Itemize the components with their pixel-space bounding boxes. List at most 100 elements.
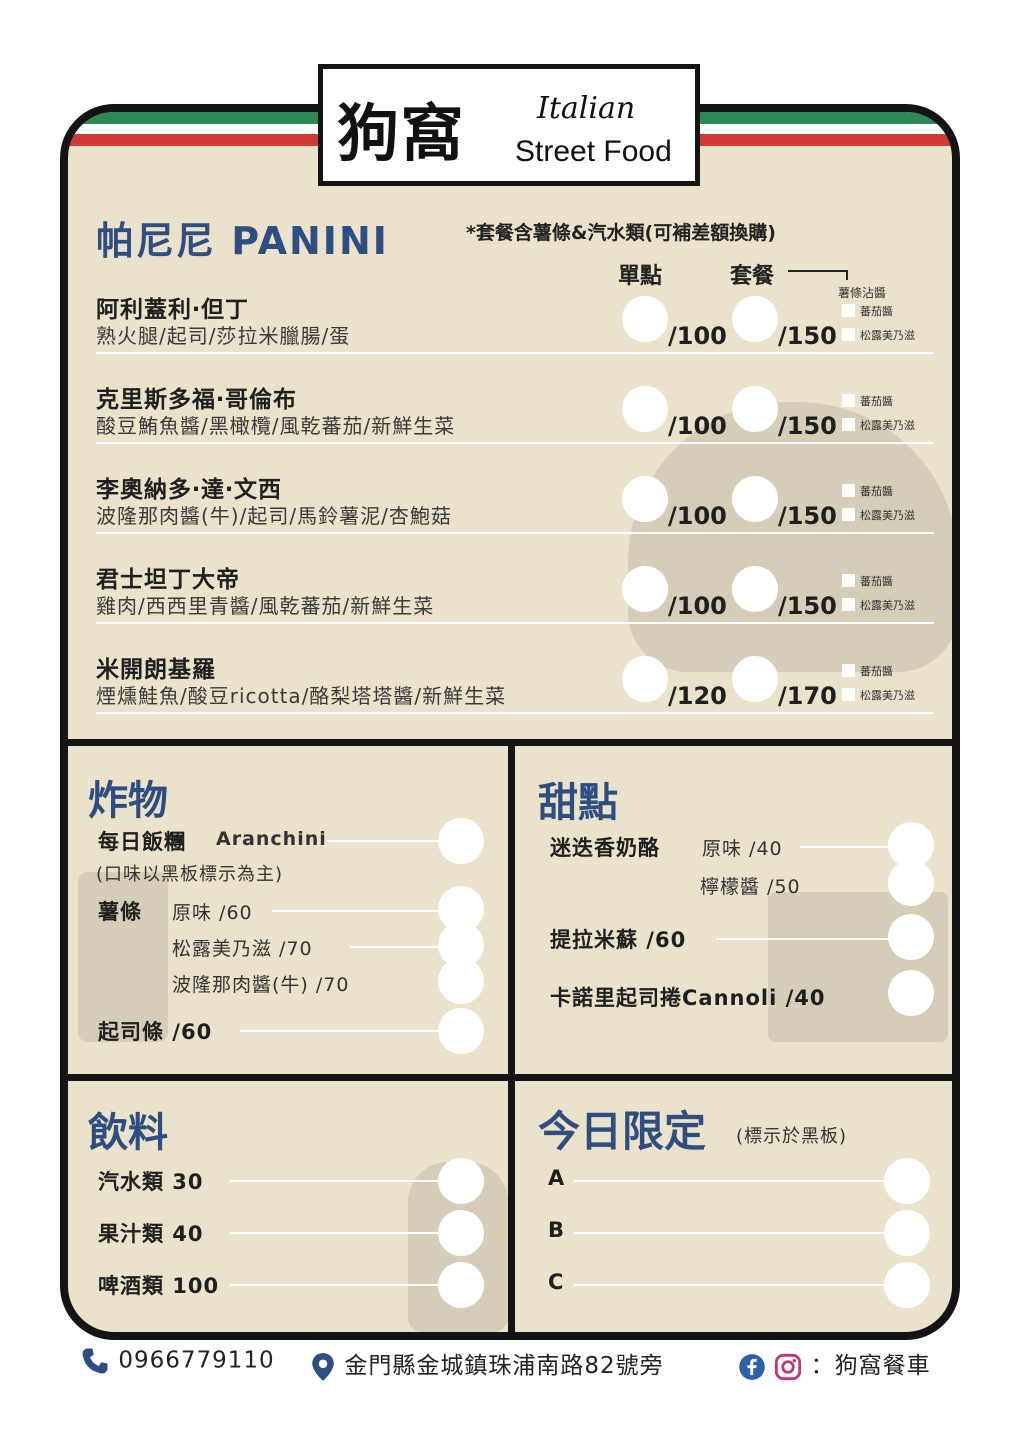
panini-single-checkbox[interactable] xyxy=(622,566,668,612)
drink-checkbox[interactable] xyxy=(438,1262,484,1308)
special-checkbox[interactable] xyxy=(884,1262,930,1308)
sauce-checkbox[interactable] xyxy=(842,574,855,587)
logo: 狗窩 Italian Street Food xyxy=(318,64,700,186)
drinks-title: 飲料 xyxy=(88,1110,168,1156)
cheese-stick-checkbox[interactable] xyxy=(438,1008,484,1054)
drink-row-rule xyxy=(230,1232,452,1234)
panini-set-checkbox[interactable] xyxy=(732,386,778,432)
special-checkbox[interactable] xyxy=(884,1158,930,1204)
panini-row-rule xyxy=(96,532,934,534)
special-item: A xyxy=(548,1166,566,1190)
sauce-checkbox[interactable] xyxy=(842,304,855,317)
sauce-header: 薯條沾醬 xyxy=(838,286,887,300)
dessert-title: 甜點 xyxy=(538,780,618,826)
sauce-option-label: 蕃茄醬 xyxy=(860,305,893,318)
fries-plain-rule xyxy=(272,910,452,912)
arancini-note: (口味以黑板標示為主) xyxy=(96,864,284,885)
panini-item-name: 君士坦丁大帝 xyxy=(96,567,240,593)
special-note: (標示於黑板) xyxy=(736,1126,848,1147)
sauce-checkbox[interactable] xyxy=(842,508,855,521)
panini-item-name: 克里斯多福‧哥倫布 xyxy=(96,387,298,413)
panini-set-checkbox[interactable] xyxy=(732,656,778,702)
column-single: 單點 xyxy=(618,264,663,289)
panini-single-price: /100 xyxy=(668,322,727,350)
panna-cotta-name: 迷迭香奶酪 xyxy=(550,836,660,860)
sauce-checkbox[interactable] xyxy=(842,418,855,431)
special-row-rule xyxy=(574,1284,896,1286)
sauce-checkbox[interactable] xyxy=(842,598,855,611)
panini-item-name: 米開朗基羅 xyxy=(96,657,216,683)
panini-set-price: /150 xyxy=(778,412,837,440)
phone-icon xyxy=(82,1348,108,1374)
panini-item-name: 阿利蓋利‧但丁 xyxy=(96,297,250,323)
sauce-checkbox[interactable] xyxy=(842,484,855,497)
panini-title: 帕尼尼 PANINI xyxy=(96,219,389,263)
drink-item: 汽水類 30 xyxy=(98,1170,204,1194)
drink-item: 啤酒類 100 xyxy=(98,1274,220,1298)
panini-item-desc: 熟火腿/起司/莎拉米臘腸/蛋 xyxy=(96,324,351,348)
drink-checkbox[interactable] xyxy=(438,1210,484,1256)
panini-set-checkbox[interactable] xyxy=(732,476,778,522)
sauce-checkbox[interactable] xyxy=(842,688,855,701)
panini-single-price: /100 xyxy=(668,502,727,530)
panini-set-checkbox[interactable] xyxy=(732,566,778,612)
tiramisu: 提拉米蘇 /60 xyxy=(550,928,687,952)
logo-street-food: Street Food xyxy=(515,135,672,168)
social-handle: ：狗窩餐車 xyxy=(810,1353,931,1379)
sauce-checkbox[interactable] xyxy=(842,394,855,407)
special-item: C xyxy=(548,1270,565,1294)
sauce-option-label: 松露美乃滋 xyxy=(860,599,915,612)
phone-number: 0966779110 xyxy=(118,1347,275,1374)
fries-option-truffle: 松露美乃滋 /70 xyxy=(172,938,313,960)
panini-single-checkbox[interactable] xyxy=(622,386,668,432)
panini-single-price: /100 xyxy=(668,592,727,620)
special-checkbox[interactable] xyxy=(884,1210,930,1256)
fries-bolognese-checkbox[interactable] xyxy=(438,958,484,1004)
panini-item-desc: 煙燻鮭魚/酸豆ricotta/酪梨塔塔醬/新鮮生菜 xyxy=(96,684,507,708)
sauce-option-label: 蕃茄醬 xyxy=(860,665,893,678)
facebook-icon xyxy=(739,1353,765,1380)
sauce-option-label: 松露美乃滋 xyxy=(860,689,915,702)
panini-item-desc: 波隆那肉醬(牛)/起司/馬鈴薯泥/杏鮑菇 xyxy=(96,504,452,528)
logo-chinese: 狗窩 xyxy=(337,97,466,170)
panna-cotta-lemon-checkbox[interactable] xyxy=(888,860,934,906)
fried-title: 炸物 xyxy=(88,778,168,824)
special-row-rule xyxy=(574,1180,896,1182)
fries-option-bolognese: 波隆那肉醬(牛) /70 xyxy=(172,974,350,996)
address-text: 金門縣金城鎮珠浦南路82號旁 xyxy=(344,1353,664,1379)
sauce-checkbox[interactable] xyxy=(842,328,855,341)
sauce-option-label: 蕃茄醬 xyxy=(860,395,893,408)
panini-set-checkbox[interactable] xyxy=(732,296,778,342)
fries-truffle-rule xyxy=(350,946,450,948)
panini-single-checkbox[interactable] xyxy=(622,656,668,702)
panna-cotta-plain-rule xyxy=(800,846,900,848)
location-pin-icon xyxy=(312,1352,334,1381)
sauce-option-label: 蕃茄醬 xyxy=(860,575,893,588)
menu-board xyxy=(60,104,960,1340)
cheese-stick-rule xyxy=(240,1030,450,1032)
arancini-en: Aranchini xyxy=(216,828,327,850)
panini-single-checkbox[interactable] xyxy=(622,476,668,522)
drink-row-rule xyxy=(230,1180,452,1182)
divider-vertical xyxy=(508,739,515,1332)
divider-bottom xyxy=(68,1074,952,1081)
panini-item-name: 李奧納多‧達‧文西 xyxy=(96,477,283,503)
footer-address: 金門縣金城鎮珠浦南路82號旁 xyxy=(310,1346,664,1386)
tiramisu-checkbox[interactable] xyxy=(888,914,934,960)
instagram-icon xyxy=(775,1353,802,1380)
footer-social: ：狗窩餐車 xyxy=(738,1346,931,1386)
cannoli-checkbox[interactable] xyxy=(888,970,934,1016)
drink-item: 果汁類 40 xyxy=(98,1222,204,1246)
panini-single-checkbox[interactable] xyxy=(622,296,668,342)
panini-set-note: *套餐含薯條&汽水類(可補差額換購) xyxy=(466,222,776,244)
panna-cotta-lemon: 檸檬醬 /50 xyxy=(700,876,801,898)
drink-checkbox[interactable] xyxy=(438,1158,484,1204)
special-title: 今日限定 xyxy=(538,1107,707,1156)
sauce-checkbox[interactable] xyxy=(842,664,855,677)
arancini-name: 每日飯糰 xyxy=(98,830,186,854)
arancini-rule xyxy=(326,840,456,842)
sauce-option-label: 松露美乃滋 xyxy=(860,419,915,432)
fries-illustration xyxy=(78,872,168,1042)
arancini-checkbox[interactable] xyxy=(438,818,484,864)
special-item: B xyxy=(548,1218,566,1242)
